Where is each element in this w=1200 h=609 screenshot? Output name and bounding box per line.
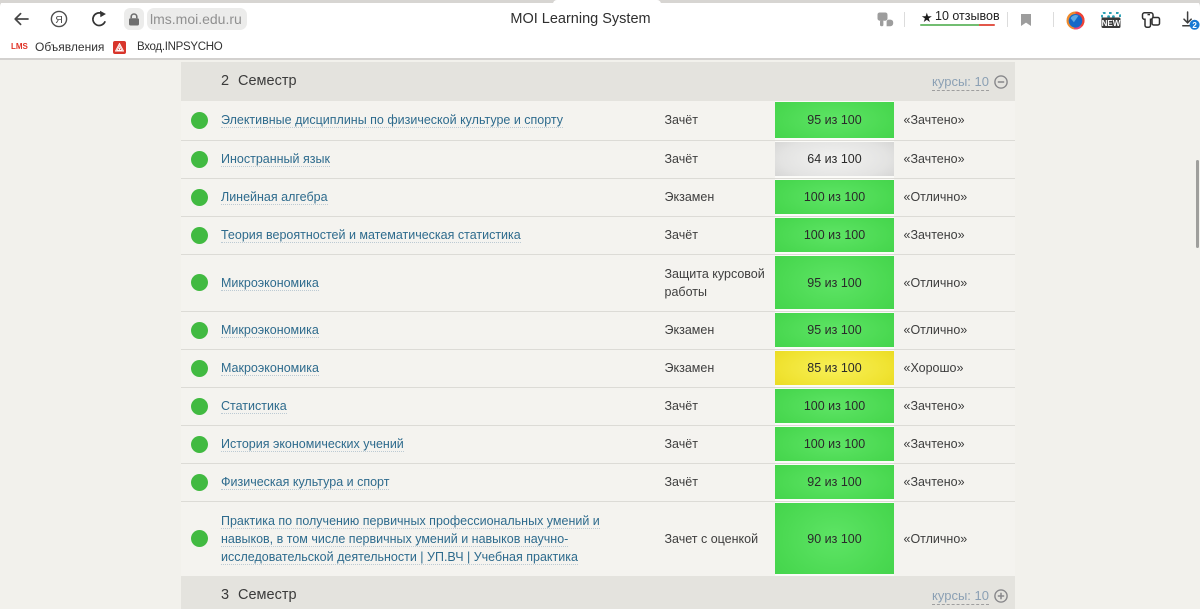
svg-text:Я: Я bbox=[55, 14, 63, 26]
svg-text:2: 2 bbox=[1192, 21, 1197, 30]
svg-text:NEW: NEW bbox=[1102, 18, 1121, 27]
